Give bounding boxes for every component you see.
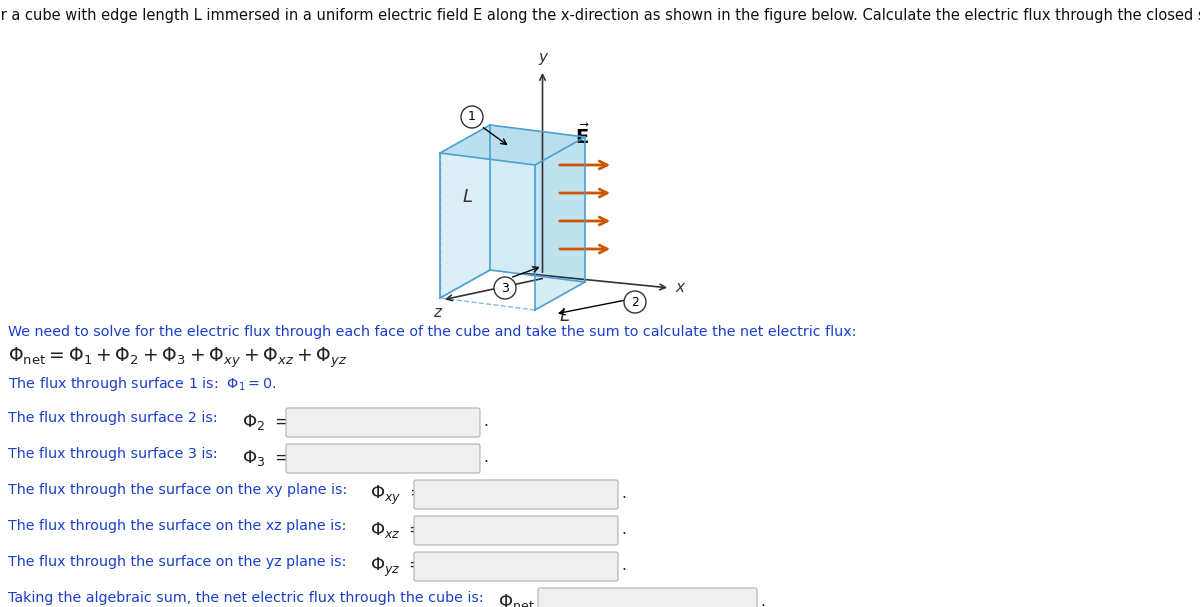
Text: The flux through the surface on the yz plane is:: The flux through the surface on the yz p… (8, 555, 347, 569)
Text: L: L (463, 189, 473, 206)
Text: 3: 3 (502, 282, 509, 294)
Text: The flux through surface 3 is:: The flux through surface 3 is: (8, 447, 217, 461)
Text: .: . (622, 486, 626, 501)
Text: We need to solve for the electric flux through each face of the cube and take th: We need to solve for the electric flux t… (8, 325, 857, 339)
Text: Taking the algebraic sum, the net electric flux through the cube is:: Taking the algebraic sum, the net electr… (8, 591, 484, 605)
Text: z: z (433, 305, 442, 320)
Text: The flux through the surface on the xy plane is:: The flux through the surface on the xy p… (8, 483, 347, 497)
Text: x: x (674, 280, 684, 296)
FancyBboxPatch shape (414, 552, 618, 581)
Circle shape (624, 291, 646, 313)
Text: Consider a cube with edge length L immersed in a uniform electric field E along : Consider a cube with edge length L immer… (0, 8, 1200, 23)
Polygon shape (535, 137, 586, 310)
Text: $\vec{\mathbf{E}}$: $\vec{\mathbf{E}}$ (576, 124, 590, 148)
Text: 2: 2 (631, 296, 638, 308)
Text: 1: 1 (468, 110, 476, 123)
Polygon shape (440, 125, 586, 165)
Text: L: L (560, 307, 570, 325)
FancyBboxPatch shape (538, 588, 757, 607)
Circle shape (461, 106, 482, 128)
FancyBboxPatch shape (286, 408, 480, 437)
Text: The flux through surface 2 is:: The flux through surface 2 is: (8, 411, 217, 425)
Text: $\Phi_{xz}$$\ =$: $\Phi_{xz}$$\ =$ (370, 520, 424, 540)
Text: .: . (760, 594, 764, 607)
Text: .: . (622, 557, 626, 572)
Text: .: . (482, 413, 488, 429)
FancyBboxPatch shape (414, 516, 618, 545)
Text: .: . (622, 521, 626, 537)
Text: .: . (482, 450, 488, 464)
Text: The flux through surface 1 is:  $\Phi_1 = 0.$: The flux through surface 1 is: $\Phi_1 =… (8, 375, 276, 393)
Text: $\Phi_3$$\ =$: $\Phi_3$$\ =$ (242, 448, 289, 468)
Text: $\Phi_{xy}$$\ =$: $\Phi_{xy}$$\ =$ (370, 484, 425, 507)
Text: $\Phi_2$$\ =$: $\Phi_2$$\ =$ (242, 412, 289, 432)
Text: y: y (538, 50, 547, 65)
Text: The flux through the surface on the xz plane is:: The flux through the surface on the xz p… (8, 519, 347, 533)
Text: $\Phi_{\rm net} = \Phi_1 + \Phi_2 + \Phi_3 + \Phi_{xy} + \Phi_{xz} + \Phi_{yz}$: $\Phi_{\rm net} = \Phi_1 + \Phi_2 + \Phi… (8, 345, 348, 370)
Text: $\Phi_{yz}$$\ =$: $\Phi_{yz}$$\ =$ (370, 556, 424, 579)
Circle shape (494, 277, 516, 299)
Polygon shape (440, 125, 490, 298)
Text: $\Phi_{\rm net}$$\ =$: $\Phi_{\rm net}$$\ =$ (498, 592, 558, 607)
FancyBboxPatch shape (414, 480, 618, 509)
FancyBboxPatch shape (286, 444, 480, 473)
Polygon shape (490, 125, 586, 282)
